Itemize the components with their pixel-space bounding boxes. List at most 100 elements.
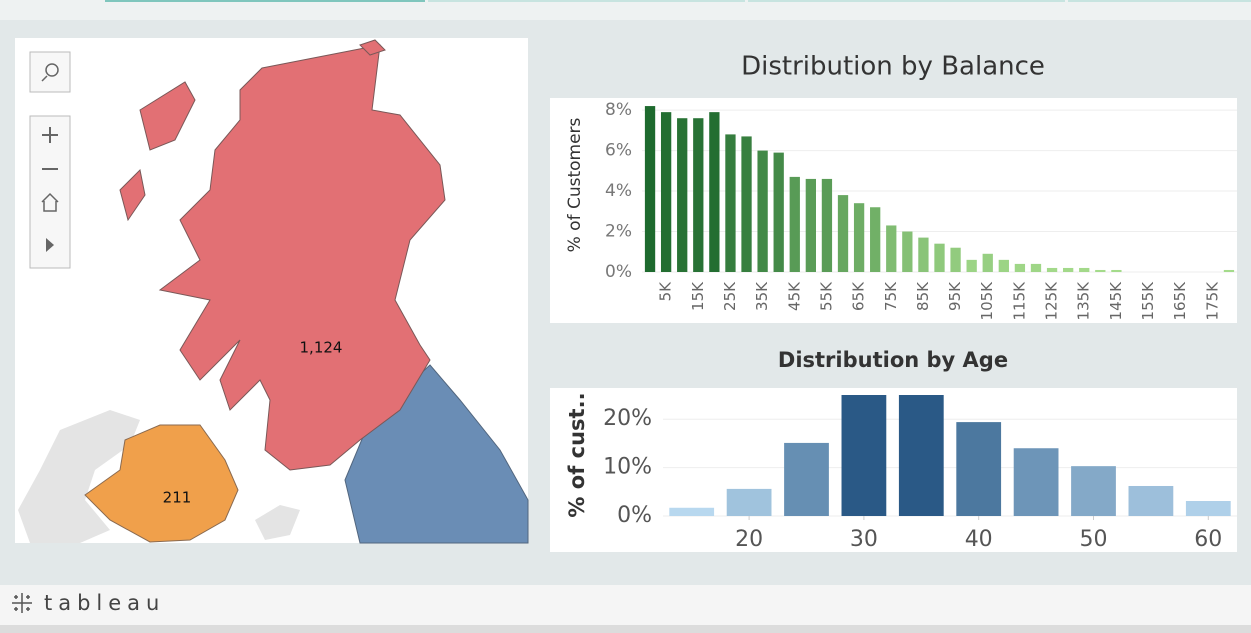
bar: [886, 225, 897, 272]
bar: [1223, 269, 1235, 272]
map-region: [255, 505, 300, 540]
bar: [821, 178, 833, 272]
bar: [1071, 466, 1116, 516]
footer: [0, 585, 1251, 625]
tab[interactable]: [748, 0, 1065, 2]
bar: [1014, 263, 1026, 272]
x-tick-label: 40: [965, 527, 993, 552]
map-region[interactable]: [139, 81, 196, 151]
bar: [1030, 263, 1042, 272]
map-region: [18, 410, 140, 543]
bar: [934, 243, 945, 272]
tab[interactable]: [428, 0, 745, 2]
bar: [898, 395, 944, 516]
bar: [660, 112, 672, 272]
bar: [870, 207, 881, 272]
footer-edge: [0, 625, 1251, 633]
x-tick-label: 60: [1194, 527, 1222, 552]
chart-title: Distribution by Age: [778, 348, 1008, 372]
bar: [725, 134, 736, 272]
x-tick-label: 145K: [1107, 281, 1125, 321]
bar: [966, 259, 977, 272]
y-tick-label: 20%: [603, 406, 652, 431]
x-tick-label: 30: [850, 527, 878, 552]
chart-panel: [550, 388, 1237, 552]
bar: [837, 195, 849, 272]
chart-title: Distribution by Balance: [741, 52, 1045, 82]
map-region[interactable]: [158, 44, 446, 471]
map-region[interactable]: [84, 424, 239, 543]
x-tick-label: 155K: [1139, 281, 1157, 321]
expand-button[interactable]: [46, 238, 54, 252]
x-tick-label: 55K: [817, 281, 835, 311]
x-tick-label: 15K: [689, 281, 707, 311]
bar: [693, 118, 704, 272]
x-tick-label: 25K: [721, 281, 739, 311]
x-tick-label: 85K: [914, 281, 932, 311]
logo-icon: [12, 593, 32, 613]
y-tick-label: 0%: [617, 503, 652, 528]
tab[interactable]: [105, 0, 425, 2]
bar: [773, 152, 784, 272]
map-label: 211: [163, 489, 192, 507]
bar: [741, 136, 752, 272]
x-tick-label: 175K: [1203, 281, 1221, 321]
y-tick-label: 0%: [605, 262, 632, 282]
bar: [1063, 267, 1074, 272]
y-tick-label: 4%: [605, 181, 632, 201]
x-tick-label: 45K: [785, 281, 803, 311]
bar: [805, 178, 816, 272]
bar: [1013, 448, 1059, 516]
search-icon: [45, 63, 59, 77]
x-tick-label: 5K: [657, 281, 675, 302]
x-tick-label: 20: [735, 527, 763, 552]
bar: [950, 247, 961, 272]
home-button[interactable]: [41, 192, 59, 212]
search-icon: [41, 75, 48, 82]
bar: [1128, 485, 1174, 516]
x-tick-label: 165K: [1171, 281, 1189, 321]
zoom-in[interactable]: [42, 127, 58, 143]
y-tick-label: 6%: [605, 141, 632, 161]
tab-strip: [0, 0, 1251, 20]
bar: [956, 422, 1002, 516]
bar: [918, 237, 929, 272]
map-label: 1,124: [300, 339, 343, 357]
y-tick-label: 10%: [603, 455, 652, 480]
x-tick-label: 35K: [753, 281, 771, 311]
y-tick-label: 2%: [605, 222, 632, 242]
bar: [902, 231, 913, 272]
x-tick-label: 65K: [850, 281, 868, 311]
bar: [784, 442, 829, 516]
bar: [1079, 267, 1090, 272]
bar: [1111, 269, 1122, 272]
bar: [726, 488, 772, 516]
bar: [677, 118, 688, 272]
y-axis-label: % of Customers: [565, 117, 585, 252]
bar: [982, 253, 993, 272]
x-tick-label: 50: [1080, 527, 1108, 552]
map-region[interactable]: [359, 39, 386, 56]
bar: [709, 112, 720, 272]
bar: [841, 395, 887, 516]
logo-text: tableau: [44, 591, 165, 615]
x-tick-label: 75K: [882, 281, 900, 311]
y-axis-label: % of cust..: [565, 392, 589, 517]
map-region[interactable]: [119, 168, 146, 222]
bar: [669, 507, 715, 516]
x-tick-label: 105K: [978, 281, 996, 321]
search-button[interactable]: [29, 51, 71, 93]
x-tick-label: 95K: [946, 281, 964, 311]
x-tick-label: 125K: [1043, 281, 1061, 321]
bar: [757, 150, 768, 272]
bar: [644, 106, 656, 272]
tab[interactable]: [1068, 0, 1251, 2]
bar: [1046, 267, 1058, 272]
bar: [1095, 269, 1106, 272]
bar: [789, 176, 800, 272]
x-tick-label: 135K: [1075, 281, 1093, 321]
y-tick-label: 8%: [605, 100, 632, 120]
x-tick-label: 115K: [1010, 281, 1028, 321]
bar: [853, 203, 865, 272]
